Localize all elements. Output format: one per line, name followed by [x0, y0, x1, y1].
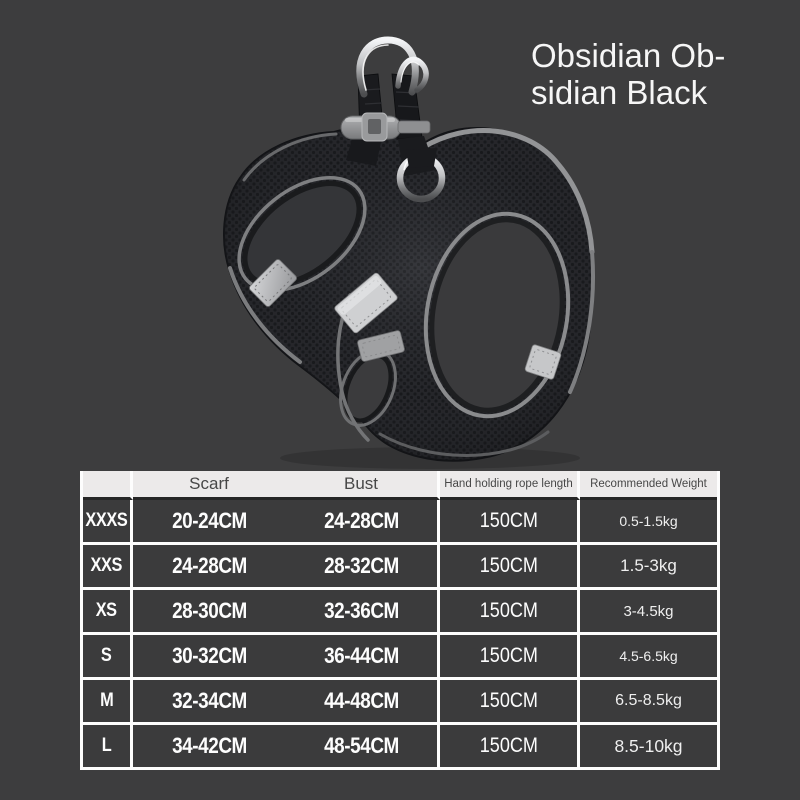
header-bust: Bust [285, 471, 440, 500]
bust-cell: 28-32CM [285, 545, 440, 590]
strap-buckle [340, 112, 431, 142]
rope-cell: 150CM [440, 725, 580, 767]
product-title-line2: sidian Black [531, 74, 708, 111]
size-cell: XXS [83, 545, 133, 590]
weight-cell: 4.5-6.5kg [580, 635, 717, 680]
weight-cell: 3-4.5kg [580, 590, 717, 635]
size-cell: XXXS [83, 500, 133, 545]
header-recommended-weight: Recommended Weight [580, 471, 717, 500]
reflective-patch [524, 344, 562, 380]
rope-cell: 150CM [440, 590, 580, 635]
reflective-patch [334, 272, 398, 334]
scarf-cell: 28-30CM [133, 590, 285, 635]
reflective-patches [249, 259, 562, 380]
scarf-cell: 20-24CM [133, 500, 285, 545]
size-cell: M [83, 680, 133, 725]
weight-cell: 8.5-10kg [580, 725, 717, 767]
scarf-cell: 24-28CM [133, 545, 285, 590]
scarf-cell: 32-34CM [133, 680, 285, 725]
rope-cell: 150CM [440, 680, 580, 725]
header-rope-length: Hand holding rope length [440, 471, 580, 500]
reflective-patch [249, 259, 297, 307]
scarf-cell: 34-42CM [133, 725, 285, 767]
weight-cell: 0.5-1.5kg [580, 500, 717, 545]
size-cell: XS [83, 590, 133, 635]
weight-cell: 6.5-8.5kg [580, 680, 717, 725]
rope-cell: 150CM [440, 635, 580, 680]
bust-cell: 44-48CM [285, 680, 440, 725]
leash-clip-icon [356, 36, 429, 98]
bust-cell: 48-54CM [285, 725, 440, 767]
bust-cell: 36-44CM [285, 635, 440, 680]
d-ring-icon [396, 148, 446, 203]
rope-cell: 150CM [440, 545, 580, 590]
header-size [83, 471, 133, 500]
reflective-patch [357, 330, 405, 362]
bust-cell: 32-36CM [285, 590, 440, 635]
weight-cell: 1.5-3kg [580, 545, 717, 590]
product-title-line1: Obsidian Ob- [531, 37, 726, 74]
size-cell: L [83, 725, 133, 767]
product-photo-harness [223, 36, 596, 462]
header-scarf: Scarf [133, 471, 285, 500]
size-cell: S [83, 635, 133, 680]
rope-cell: 150CM [440, 500, 580, 545]
product-title: Obsidian Ob- sidian Black [531, 37, 771, 111]
size-table: Scarf Bust Hand holding rope length Reco… [80, 471, 720, 770]
scarf-cell: 30-32CM [133, 635, 285, 680]
bust-cell: 24-28CM [285, 500, 440, 545]
neck-opening [237, 175, 367, 293]
